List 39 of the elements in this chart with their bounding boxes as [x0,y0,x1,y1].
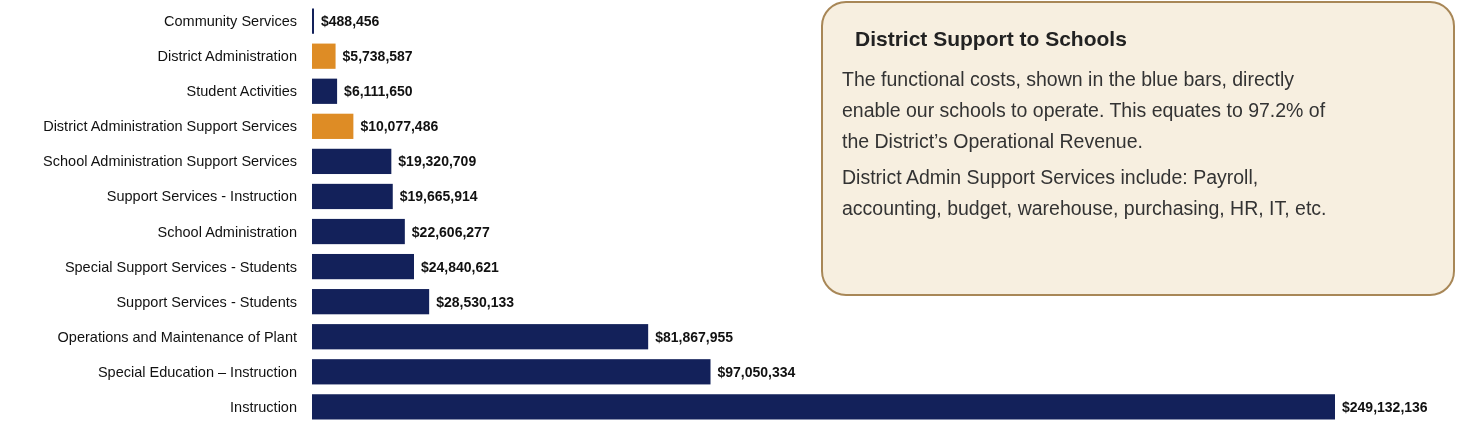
annotation: District Admin Support Services include: Payroll, accounting, budget, warehouse, purchasing, HR, IT, etc. [842,166,1327,219]
y-tick-label: Instruction [230,398,297,415]
bar [312,113,354,139]
data-label: $488,456 [321,13,380,30]
bar [312,8,315,34]
y-tick-label: Special Education – Instruction [97,363,297,380]
bar [312,78,338,104]
data-label: $10,077,486 [360,118,439,135]
bar [312,218,405,245]
data-label: $22,606,277 [411,223,490,240]
y-tick-label: Support Services - Instruction [106,188,297,205]
data-label: $28,530,133 [436,293,515,310]
bar [312,289,430,315]
bar [312,359,711,385]
bar [312,43,336,69]
y-tick-label: School Administration Support Services [43,153,297,170]
data-label: $19,665,914 [399,188,478,205]
bar [312,253,414,280]
y-tick-label: Support Services - Students [116,293,297,310]
bar [312,183,393,210]
y-tick-label: District Administration Support Services [43,118,297,135]
data-label: $97,050,334 [717,363,796,380]
y-tick-label: Student Activities [186,83,297,100]
data-label: $6,111,650 [344,83,413,100]
y-tick-label: Operations and Maintenance of Plant [57,328,297,345]
annotation: The functional costs, shown in the blue bars, directly enable our schools to operate. This equates to 97.2% of the District’s Operational Revenue. [842,68,1326,152]
data-label: $249,132,136 [1342,398,1428,415]
y-tick-label: Community Services [164,13,297,30]
y-tick-label: School Administration [157,223,297,240]
y-tick-label: Special Support Services - Students [64,258,297,275]
bar [312,394,1335,420]
bar [312,324,649,350]
data-label: $81,867,955 [655,328,734,345]
bar [312,148,392,175]
data-label: $24,840,621 [421,258,500,275]
y-tick-label: District Administration [157,48,297,65]
annotation: District Support to Schools [855,27,1127,50]
data-label: $5,738,587 [342,48,413,65]
data-label: $19,320,709 [398,153,477,170]
